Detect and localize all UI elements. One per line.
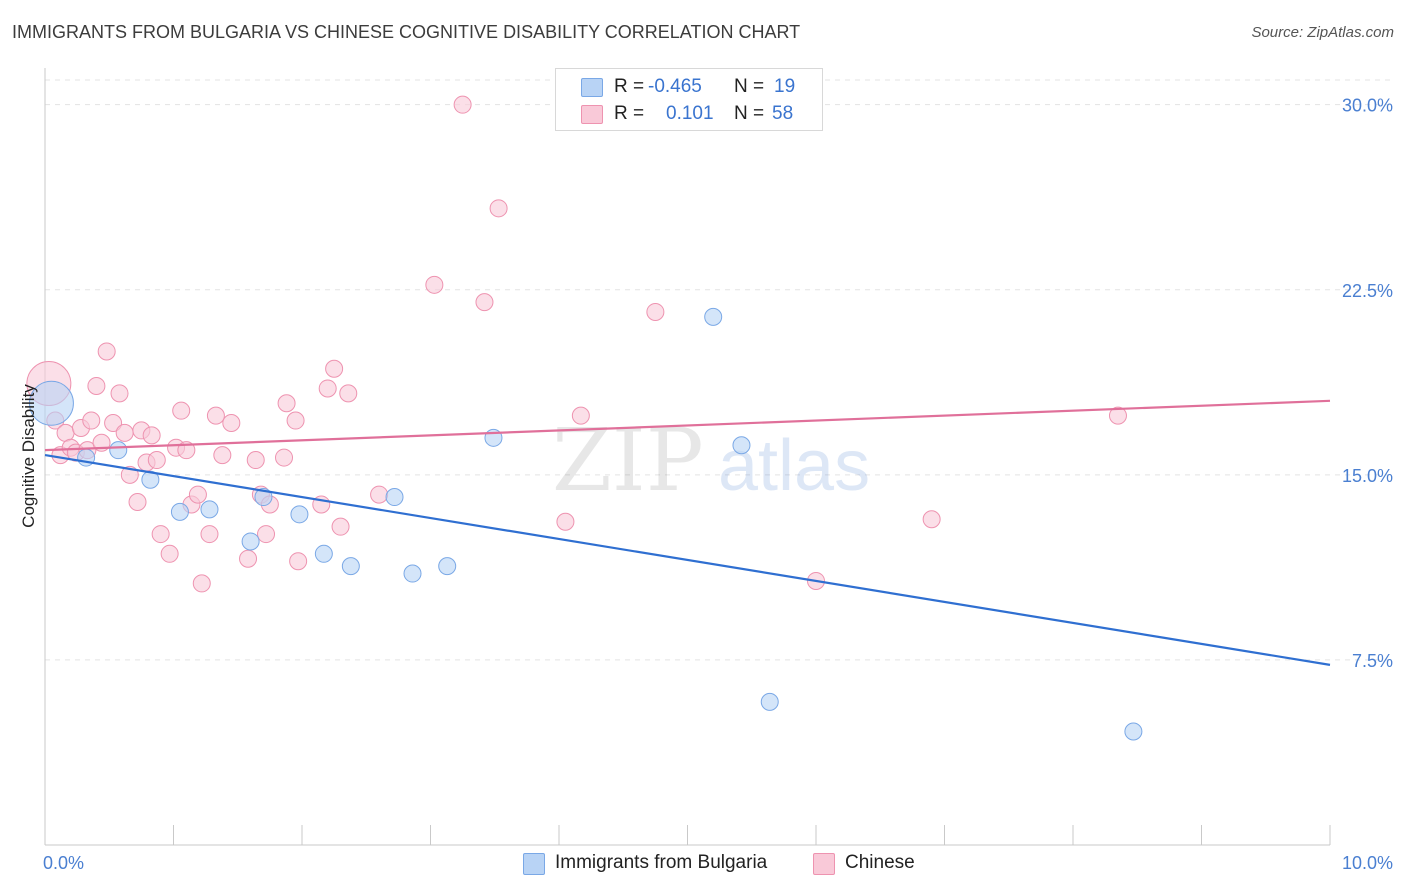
chinese-point (339, 384, 358, 403)
trend-lines (44, 399, 1331, 666)
x-tick-label: 10.0% (1342, 853, 1393, 873)
legend-n-label: N = (734, 76, 765, 97)
y-axis-label: Cognitive Disability (19, 384, 38, 528)
chinese-point (325, 359, 344, 378)
chinese-point (222, 414, 241, 433)
bulgaria-point (385, 488, 404, 507)
legend-n-value: 19 (774, 76, 796, 97)
legend-r-label: R = (614, 103, 645, 124)
bulgaria-point (314, 544, 333, 563)
chinese-point (206, 406, 225, 425)
chinese-point (151, 525, 170, 544)
legend-row-chinese: R = 0.101 N = 58 (556, 101, 822, 127)
grid-lines (45, 79, 1392, 661)
bulgaria-trend-line (44, 454, 1331, 666)
chinese-point (192, 574, 211, 593)
bulgaria-point (403, 564, 422, 583)
bottom-legend-label: Immigrants from Bulgaria (555, 852, 768, 873)
bulgaria-point (438, 557, 457, 576)
y-tick-label: 22.5% (1342, 281, 1393, 301)
bulgaria-point (341, 557, 360, 576)
chinese-point (646, 302, 665, 321)
correlation-legend: R = -0.465 N = 19 R = 0.101 N = 58 (555, 68, 823, 131)
legend-swatch-blue (581, 78, 603, 97)
chinese-point (115, 423, 134, 442)
bulgaria-point (241, 532, 260, 551)
bulgaria-point (704, 307, 723, 326)
bottom-legend-label: Chinese (845, 852, 915, 873)
chinese-point (277, 394, 296, 413)
chinese-point (556, 512, 575, 531)
bulgaria-point (732, 436, 751, 455)
bulgaria-point (28, 380, 74, 426)
chinese-point (97, 342, 116, 361)
chinese-point (286, 411, 305, 430)
chinese-point (104, 414, 123, 433)
chart-title: IMMIGRANTS FROM BULGARIA VS CHINESE COGN… (12, 22, 801, 42)
x-tick-label: 0.0% (43, 853, 84, 873)
bulgaria-point (109, 441, 128, 460)
chinese-point (246, 451, 265, 470)
bulgaria-point (760, 692, 779, 711)
chinese-point (318, 379, 337, 398)
bulgaria-point (1124, 722, 1143, 741)
chinese-point (200, 525, 219, 544)
chinese-point (147, 451, 166, 470)
bulgaria-point (200, 500, 219, 519)
chinese-point (239, 549, 258, 568)
chinese-point (370, 485, 389, 504)
chinese-point (289, 552, 308, 571)
chinese-point (160, 544, 179, 563)
bulgaria-point (254, 488, 273, 507)
legend-swatch-pink (581, 105, 603, 124)
bulgaria-points (28, 307, 1143, 741)
chinese-point (1108, 406, 1127, 425)
y-tick-label: 7.5% (1352, 651, 1393, 671)
chinese-point (128, 492, 147, 511)
chinese-point (425, 275, 444, 294)
y-tick-label: 15.0% (1342, 466, 1393, 486)
chinese-point (453, 95, 472, 114)
legend-r-value: 0.101 (666, 103, 714, 124)
chinese-point (571, 406, 590, 425)
chinese-point (87, 377, 106, 395)
bulgaria-point (290, 505, 309, 524)
chinese-point (82, 411, 101, 430)
legend-r-value: -0.465 (648, 76, 702, 97)
bulgaria-point (170, 502, 189, 521)
legend-r-label: R = (614, 76, 645, 97)
chinese-point (110, 384, 129, 403)
bottom-legend-swatch-pink (813, 853, 835, 875)
chinese-point (188, 485, 207, 504)
x-tick-labels: 0.0% 10.0% (43, 853, 1393, 873)
watermark: ZIP atlas (552, 411, 870, 511)
chinese-point (922, 510, 941, 529)
chinese-point (475, 293, 494, 312)
chinese-point (275, 448, 294, 467)
legend-row-bulgaria: R = -0.465 N = 19 (556, 74, 822, 100)
chinese-point (489, 199, 508, 218)
legend-n-label: N = (734, 103, 765, 124)
y-tick-label: 30.0% (1342, 96, 1393, 116)
chinese-points (26, 95, 1127, 593)
chinese-point (172, 401, 191, 420)
bottom-legend-swatch-blue (523, 853, 545, 875)
chinese-point (257, 525, 276, 544)
legend-n-value: 58 (772, 103, 794, 124)
chinese-point (213, 446, 232, 465)
chinese-trend-line (44, 399, 1331, 452)
chinese-point (142, 426, 161, 445)
y-tick-labels: 7.5% 15.0% 22.5% 30.0% (1342, 96, 1393, 671)
chart-source: Source: ZipAtlas.com (1251, 24, 1394, 41)
axes (44, 68, 1331, 846)
chinese-point (331, 517, 350, 536)
